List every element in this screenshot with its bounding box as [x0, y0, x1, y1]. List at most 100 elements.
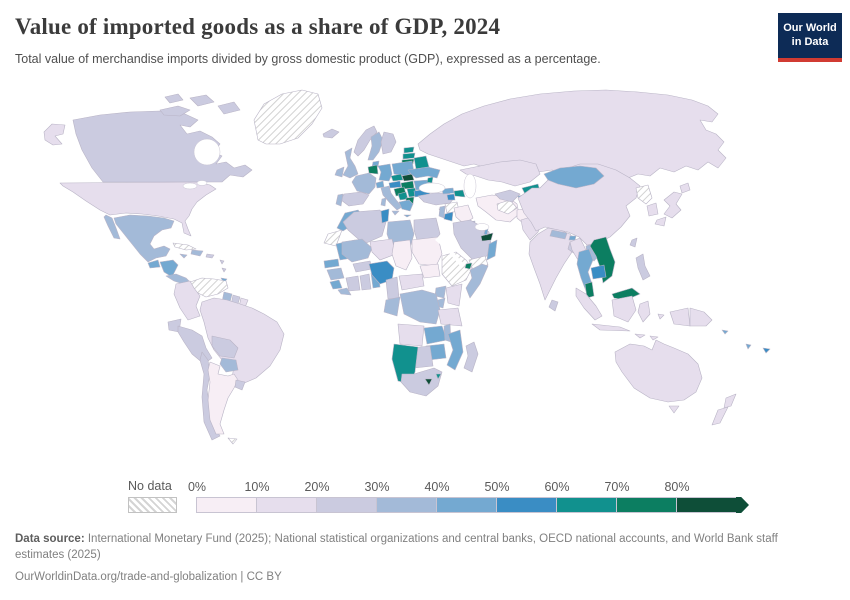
country-malaysia-borneo[interactable]: [611, 287, 641, 301]
country-madagascar[interactable]: [463, 341, 479, 373]
country-angola[interactable]: [397, 323, 425, 347]
country-japan-honshu[interactable]: [663, 191, 683, 219]
country-estonia[interactable]: [403, 146, 415, 154]
country-mexico[interactable]: [103, 214, 121, 240]
country-cambodia[interactable]: [590, 264, 607, 280]
country-south-korea[interactable]: [646, 202, 659, 217]
country-poland[interactable]: [391, 160, 415, 177]
country-usa[interactable]: [59, 181, 217, 237]
country-italy-sicily[interactable]: [391, 210, 400, 216]
country-falkland-islands[interactable]: [227, 437, 238, 445]
country-congo-gabon[interactable]: [383, 296, 401, 317]
country-japan-kyushu[interactable]: [654, 216, 667, 227]
country-canada-island[interactable]: [189, 94, 215, 107]
country-south-sudan[interactable]: [419, 263, 441, 279]
country-latvia[interactable]: [402, 152, 416, 160]
country-niger[interactable]: [369, 238, 397, 261]
country-chad[interactable]: [391, 239, 413, 271]
country-slovakia[interactable]: [401, 173, 415, 182]
country-spain[interactable]: [340, 191, 370, 207]
country-jamaica[interactable]: [179, 253, 188, 259]
legend-segment-50-60%[interactable]: 50%: [484, 480, 556, 513]
country-sweden[interactable]: [367, 131, 384, 161]
country-ukraine[interactable]: [407, 166, 441, 179]
legend-segment-70-80%[interactable]: 70%: [604, 480, 676, 513]
country-benelux[interactable]: [367, 164, 379, 175]
country-somalia[interactable]: [465, 263, 489, 299]
country-tanzania[interactable]: [437, 307, 463, 327]
legend-segment-40-50%[interactable]: 40%: [424, 480, 496, 513]
country-vanuatu[interactable]: [745, 343, 752, 350]
country-djibouti[interactable]: [464, 262, 473, 270]
legend-segment-0-10%[interactable]: 0%: [188, 480, 256, 513]
country-kazakhstan[interactable]: [459, 159, 541, 187]
country-australia-tasmania[interactable]: [668, 405, 680, 414]
country-cuba[interactable]: [172, 242, 197, 251]
legend-segment-20-30%[interactable]: 20%: [304, 480, 376, 513]
country-puerto-rico[interactable]: [205, 253, 215, 259]
country-papua-new-guinea[interactable]: [689, 307, 713, 327]
country-malaysia[interactable]: [584, 281, 595, 299]
country-hispaniola[interactable]: [190, 249, 204, 257]
country-indonesia-sulawesi[interactable]: [637, 300, 651, 323]
country-indonesia-sumatra[interactable]: [575, 287, 603, 321]
country-norway[interactable]: [353, 125, 378, 157]
country-canada-island[interactable]: [159, 105, 191, 117]
country-sri-lanka[interactable]: [548, 299, 559, 312]
country-bhutan[interactable]: [568, 235, 577, 241]
country-switzerland[interactable]: [375, 180, 385, 189]
country-drc[interactable]: [399, 289, 441, 325]
country-fiji[interactable]: [762, 347, 771, 354]
country-honduras-nicaragua[interactable]: [159, 259, 179, 278]
country-finland[interactable]: [380, 131, 397, 155]
country-taiwan[interactable]: [629, 237, 638, 248]
country-japan-hokkaido[interactable]: [679, 182, 691, 194]
country-australia[interactable]: [614, 339, 703, 403]
country-indonesia-borneo[interactable]: [611, 295, 637, 323]
country-solomon-islands[interactable]: [721, 329, 729, 335]
country-north-korea[interactable]: [635, 184, 653, 205]
country-argentina[interactable]: [207, 361, 239, 435]
country-austria[interactable]: [388, 180, 402, 189]
country-nepal[interactable]: [549, 229, 568, 240]
country-central-african-republic[interactable]: [398, 273, 425, 291]
country-azerbaijan[interactable]: [453, 189, 466, 198]
country-ivory-coast[interactable]: [345, 275, 361, 292]
country-lebanon-israel[interactable]: [438, 205, 446, 219]
country-brazil[interactable]: [199, 297, 285, 385]
country-uae[interactable]: [480, 232, 494, 242]
country-portugal[interactable]: [335, 193, 344, 207]
country-india[interactable]: [528, 227, 577, 301]
country-greece-crete[interactable]: [403, 214, 412, 218]
country-canada-island[interactable]: [217, 101, 241, 115]
country-russia[interactable]: [417, 89, 727, 179]
legend-segment-10-20%[interactable]: 10%: [244, 480, 316, 513]
country-jordan[interactable]: [443, 211, 454, 222]
country-zambia[interactable]: [423, 325, 448, 345]
legend-segment-60-70%[interactable]: 60%: [544, 480, 616, 513]
country-lesser-antilles[interactable]: [221, 267, 227, 273]
country-italy-sardinia[interactable]: [380, 197, 387, 207]
country-moldova[interactable]: [426, 176, 434, 184]
legend-segment-80%+[interactable]: 80%: [664, 480, 736, 513]
country-mongolia[interactable]: [543, 165, 605, 189]
country-new-zealand[interactable]: [723, 393, 737, 409]
country-south-africa[interactable]: [400, 367, 443, 397]
country-armenia[interactable]: [446, 193, 456, 201]
country-liberia[interactable]: [337, 287, 352, 296]
country-cameroon[interactable]: [385, 276, 400, 300]
country-canada[interactable]: [72, 110, 253, 183]
country-eswatini[interactable]: [435, 373, 442, 380]
country-uk[interactable]: [342, 147, 359, 179]
country-uzbekistan[interactable]: [494, 189, 521, 203]
country-western-sahara[interactable]: [323, 229, 343, 247]
country-uruguay[interactable]: [234, 379, 246, 391]
country-bolivia[interactable]: [211, 335, 239, 359]
country-vietnam[interactable]: [589, 236, 616, 284]
country-lesser-antilles[interactable]: [219, 259, 225, 265]
country-indonesia-lesser-sunda[interactable]: [634, 333, 646, 339]
country-colombia[interactable]: [173, 280, 201, 321]
country-germany[interactable]: [377, 163, 393, 182]
country-burkina-faso[interactable]: [352, 260, 373, 273]
country-indonesia-java[interactable]: [591, 323, 631, 332]
